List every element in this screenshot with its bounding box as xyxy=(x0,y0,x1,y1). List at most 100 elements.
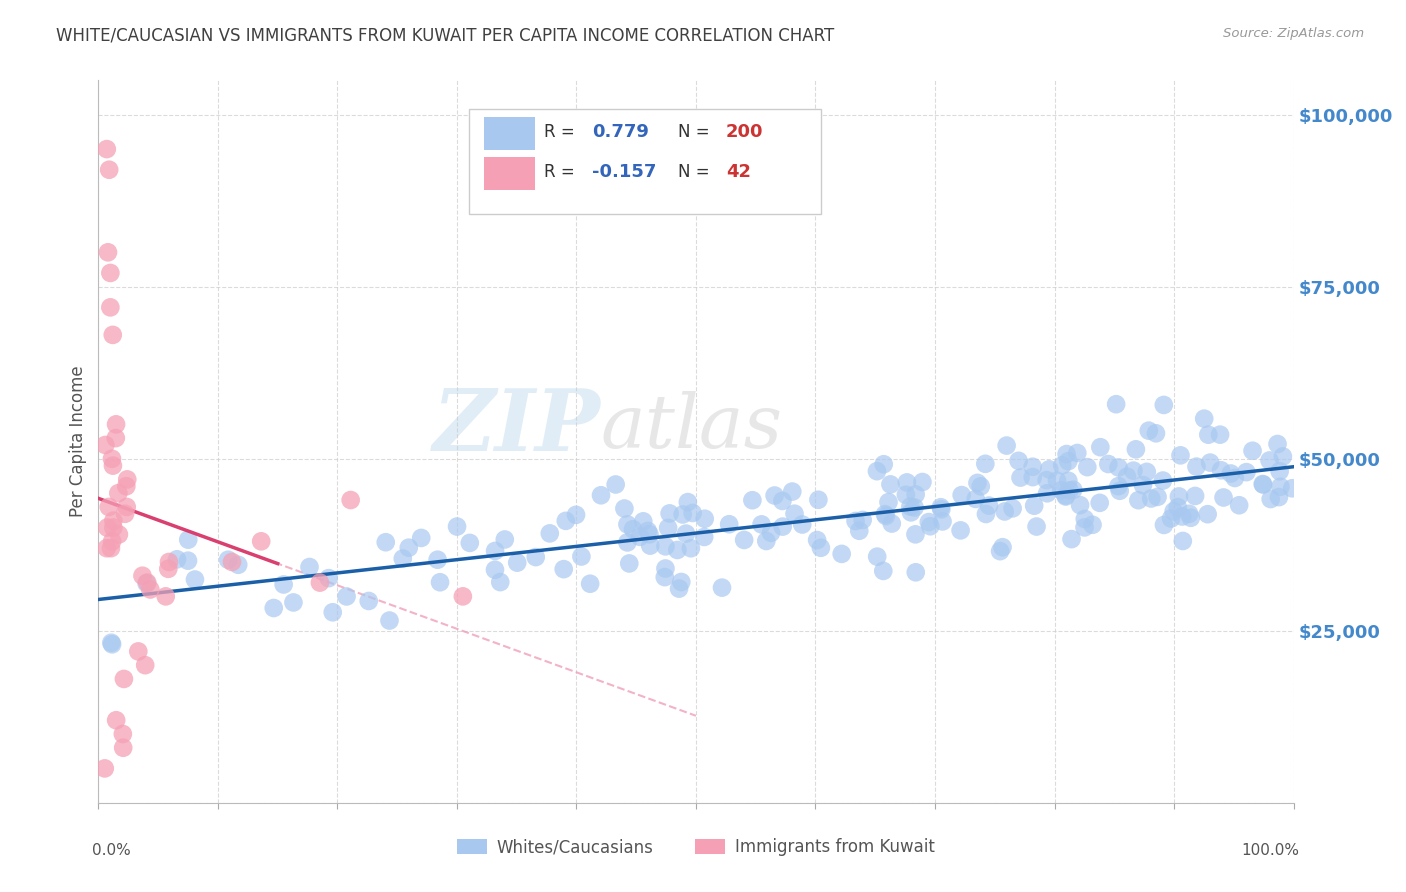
Text: R =: R = xyxy=(544,123,581,141)
Point xyxy=(1069,498,1091,512)
Point xyxy=(318,571,340,585)
Point xyxy=(1024,499,1046,513)
Point xyxy=(616,517,638,532)
Point xyxy=(115,479,138,493)
Point xyxy=(929,500,952,515)
Point xyxy=(1057,454,1080,468)
Point xyxy=(1132,478,1154,492)
Point xyxy=(1088,496,1111,510)
Point xyxy=(733,533,755,547)
Point xyxy=(654,561,676,575)
Point xyxy=(111,727,134,741)
Point xyxy=(446,519,468,533)
Point xyxy=(866,549,889,564)
Point xyxy=(633,514,655,528)
Point xyxy=(751,517,773,532)
Point xyxy=(911,475,934,489)
Point xyxy=(134,658,156,673)
Point xyxy=(965,491,987,506)
Point xyxy=(112,740,135,755)
Point xyxy=(1199,456,1222,470)
Point xyxy=(682,506,704,520)
Point xyxy=(322,605,344,619)
Point xyxy=(100,636,122,650)
Point xyxy=(666,543,689,558)
Point xyxy=(339,493,361,508)
Point xyxy=(658,507,681,521)
Point xyxy=(693,512,716,526)
Point xyxy=(184,573,207,587)
Point xyxy=(263,601,285,615)
Point xyxy=(1122,464,1144,478)
Point xyxy=(1209,427,1232,442)
Point xyxy=(693,530,716,544)
Point xyxy=(506,556,529,570)
Point xyxy=(1167,500,1189,515)
Point xyxy=(1035,473,1057,487)
Point xyxy=(374,535,396,549)
Point xyxy=(131,568,153,582)
Text: ZIP: ZIP xyxy=(433,385,600,469)
Point xyxy=(250,534,273,549)
Point xyxy=(1081,517,1104,532)
Point xyxy=(1163,504,1185,518)
Point xyxy=(676,495,699,509)
Point xyxy=(1192,411,1215,425)
Point xyxy=(1184,489,1206,503)
Point xyxy=(451,590,474,604)
Point xyxy=(613,501,636,516)
Point xyxy=(616,535,638,549)
Point xyxy=(1038,462,1060,476)
Point xyxy=(1170,448,1192,462)
Point xyxy=(117,472,139,486)
Point xyxy=(524,550,547,565)
Point xyxy=(880,516,903,531)
Point xyxy=(1167,490,1189,504)
Point xyxy=(1136,465,1159,479)
Point xyxy=(166,552,188,566)
Point xyxy=(741,493,763,508)
Point xyxy=(1271,450,1294,464)
Point xyxy=(949,524,972,538)
Point xyxy=(1180,510,1202,524)
Point xyxy=(628,530,651,544)
Text: N =: N = xyxy=(678,123,714,141)
Point xyxy=(1050,458,1073,473)
Text: R =: R = xyxy=(544,163,581,181)
Point xyxy=(1197,507,1219,521)
Point xyxy=(654,539,676,553)
Point xyxy=(1076,460,1098,475)
Point xyxy=(378,614,401,628)
Point xyxy=(1268,490,1291,504)
Point xyxy=(94,761,117,775)
Point xyxy=(904,527,927,541)
Point xyxy=(991,540,1014,554)
Point xyxy=(127,644,149,658)
Point xyxy=(852,513,875,527)
Point xyxy=(1007,454,1029,468)
Point xyxy=(950,488,973,502)
Point xyxy=(1036,486,1059,500)
Point xyxy=(1060,532,1083,546)
Point xyxy=(894,488,917,502)
Point xyxy=(177,554,200,568)
Point xyxy=(114,507,136,521)
Point xyxy=(135,576,157,591)
FancyBboxPatch shape xyxy=(485,117,534,151)
Point xyxy=(1153,517,1175,532)
Point xyxy=(98,162,121,177)
Point xyxy=(848,524,870,538)
Point xyxy=(1153,398,1175,412)
Point xyxy=(1234,465,1257,479)
Point xyxy=(494,533,516,547)
Point xyxy=(966,475,988,490)
Point xyxy=(810,541,832,555)
Point xyxy=(1107,479,1129,493)
Point xyxy=(657,521,679,535)
Point xyxy=(108,527,131,541)
Point xyxy=(221,555,243,569)
Point xyxy=(98,266,122,280)
Point xyxy=(1140,491,1163,506)
Point xyxy=(335,590,357,604)
Point xyxy=(672,508,695,522)
